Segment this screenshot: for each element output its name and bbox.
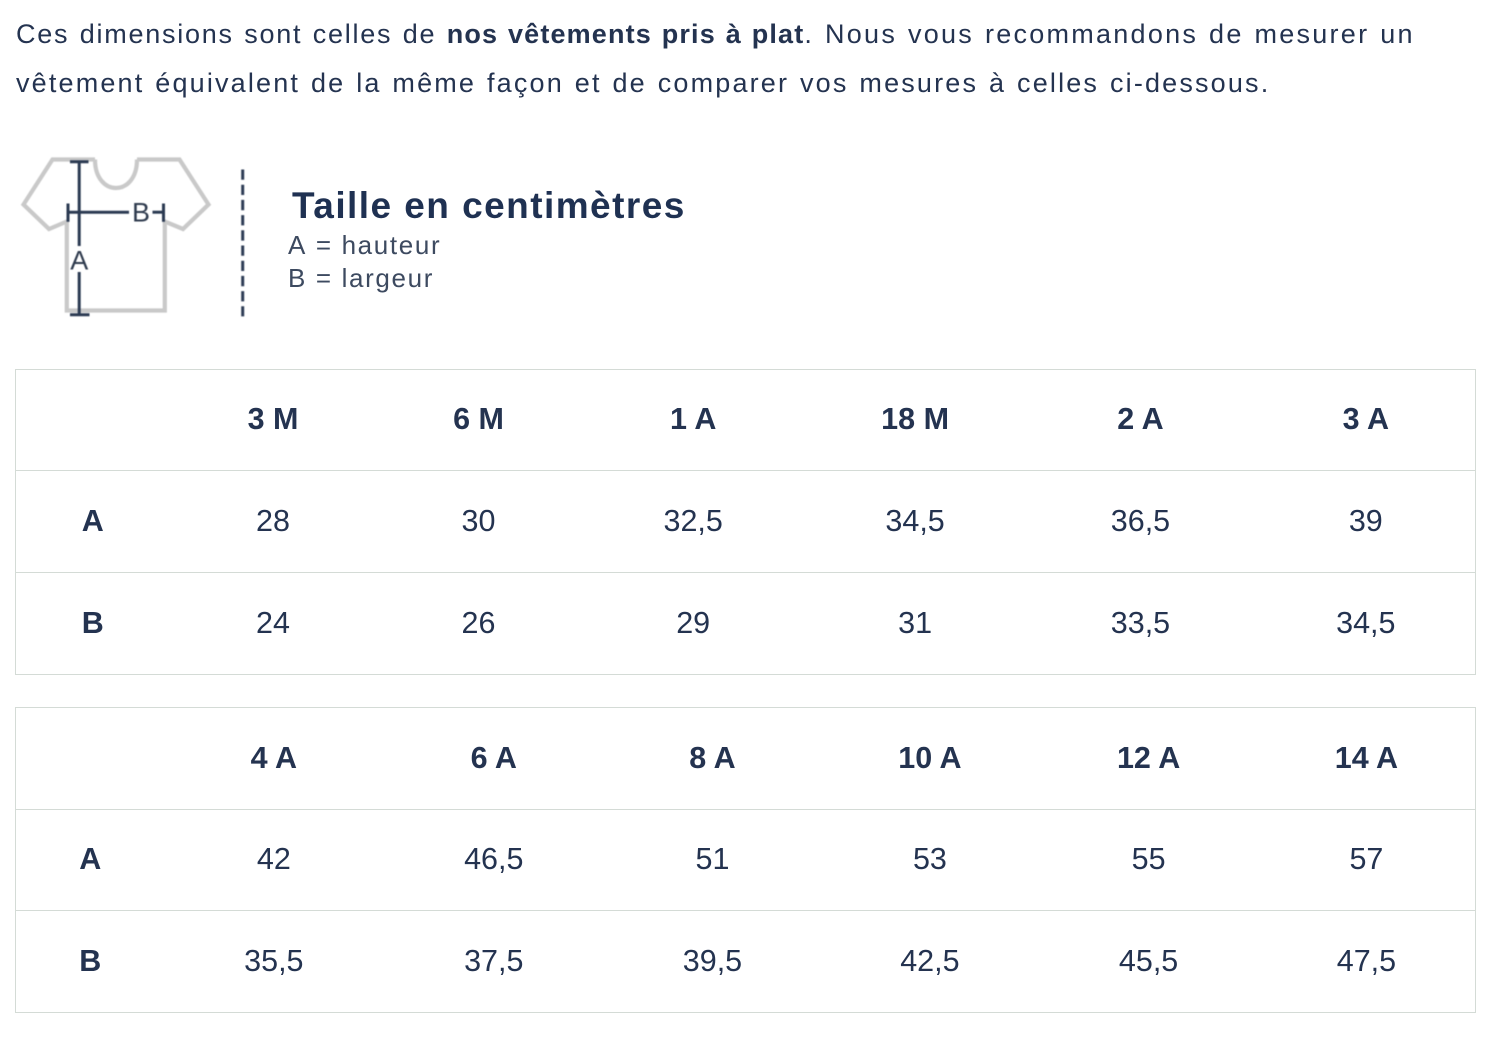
svg-text:B: B bbox=[132, 198, 150, 228]
svg-text:A: A bbox=[70, 246, 88, 276]
